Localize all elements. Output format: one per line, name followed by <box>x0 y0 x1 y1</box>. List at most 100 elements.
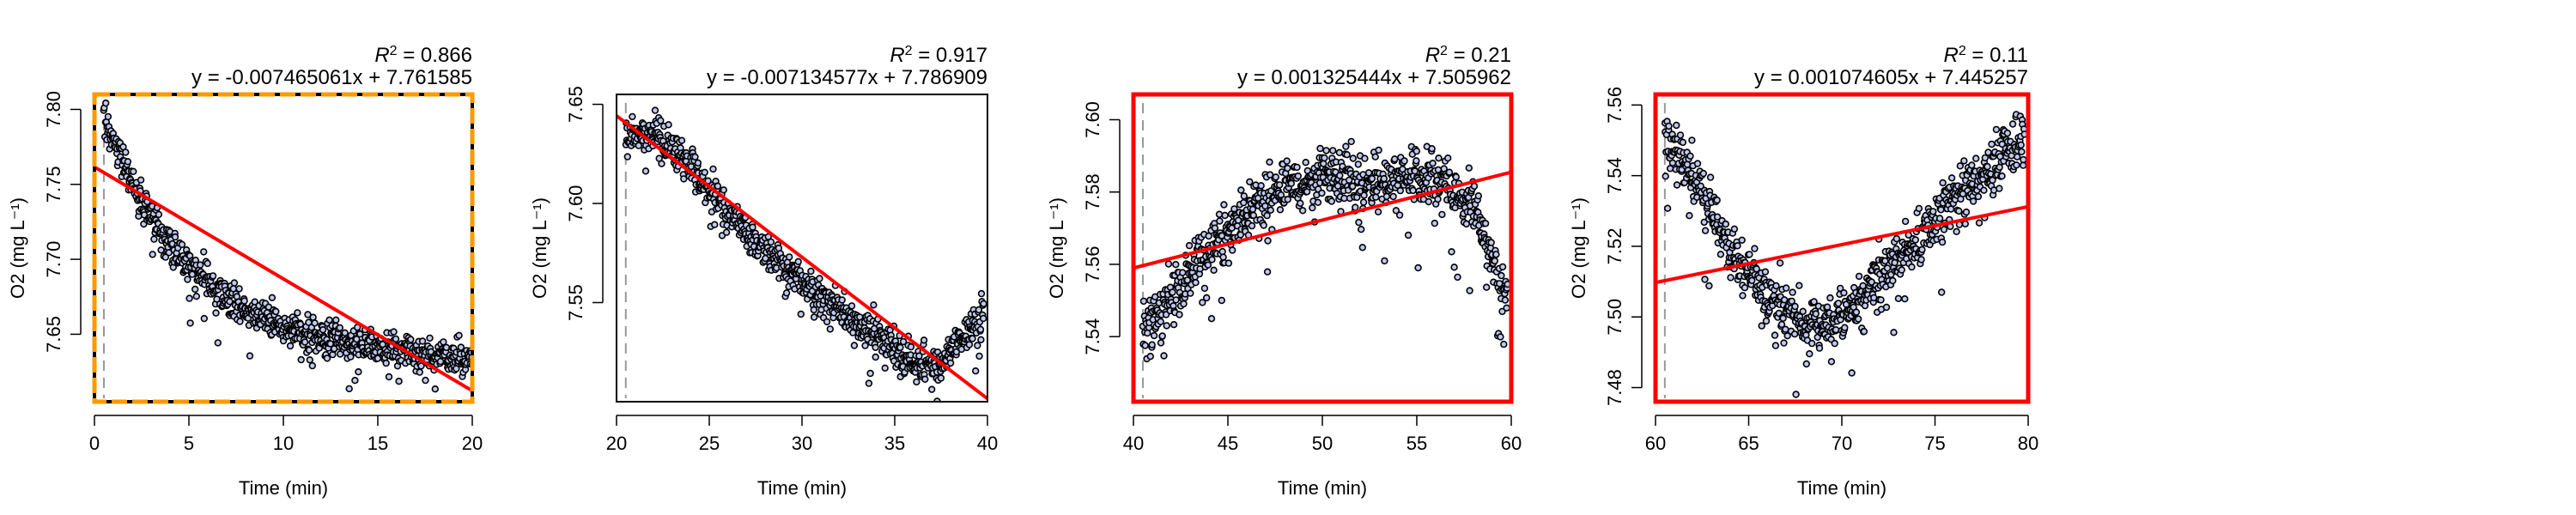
data-point <box>1981 154 1990 162</box>
data-point <box>1164 260 1173 268</box>
data-point <box>1989 176 1996 185</box>
data-point <box>870 301 878 309</box>
data-point <box>1792 391 1800 398</box>
data-point <box>1158 332 1166 340</box>
data-point <box>1739 292 1747 300</box>
data-point <box>1837 284 1844 293</box>
data-point <box>1908 263 1916 271</box>
data-point <box>1276 206 1285 214</box>
data-point <box>1316 144 1324 153</box>
data-point <box>810 306 817 314</box>
data-point <box>311 319 319 327</box>
x-tick-label: 75 <box>1924 433 1945 454</box>
data-point <box>355 368 362 376</box>
y-axis-label: O2 (mg L⁻¹) <box>1568 197 1589 299</box>
data-point <box>1261 202 1269 210</box>
y-axis-label: O2 (mg L⁻¹) <box>529 197 550 299</box>
data-point <box>1474 192 1483 200</box>
data-point <box>1328 147 1337 154</box>
data-point <box>209 272 217 280</box>
data-point <box>197 261 204 269</box>
data-point <box>899 337 908 346</box>
data-point <box>680 175 688 183</box>
data-point <box>186 319 194 327</box>
data-point <box>782 289 791 297</box>
data-point <box>332 316 340 324</box>
data-point <box>1465 164 1473 172</box>
y-tick-label: 7.56 <box>1082 246 1103 283</box>
data-point <box>1701 276 1709 283</box>
data-point <box>865 379 873 387</box>
data-point <box>1302 159 1309 167</box>
data-point <box>1237 186 1245 194</box>
data-point <box>2018 148 2026 156</box>
data-point <box>1389 192 1397 201</box>
data-point <box>711 221 719 228</box>
data-point <box>1961 220 1970 227</box>
data-point <box>797 310 805 318</box>
data-point <box>1343 151 1351 159</box>
data-point <box>896 343 904 352</box>
data-point <box>1208 256 1216 264</box>
data-point <box>641 167 650 175</box>
data-point <box>1179 269 1187 276</box>
data-points <box>100 99 472 412</box>
data-point <box>1693 160 1702 167</box>
x-axis-label: Time (min) <box>757 477 847 499</box>
data-points <box>1139 137 1511 363</box>
data-point <box>1663 204 1672 212</box>
data-point <box>1751 245 1759 252</box>
data-point <box>1937 206 1945 214</box>
data-point <box>1185 241 1194 250</box>
data-point <box>1404 231 1413 239</box>
data-point <box>1349 154 1358 162</box>
y-tick-label: 7.56 <box>1604 87 1625 124</box>
x-tick-label: 60 <box>1645 433 1666 454</box>
data-point <box>1263 211 1271 220</box>
data-point <box>1815 344 1824 352</box>
data-point <box>907 342 915 351</box>
data-point <box>1284 164 1291 173</box>
data-point <box>1826 294 1834 302</box>
data-point <box>1371 153 1379 161</box>
data-point <box>1783 284 1790 292</box>
data-point <box>1210 266 1218 274</box>
data-point <box>1688 136 1696 144</box>
data-point <box>1431 219 1439 227</box>
data-point <box>1918 245 1926 253</box>
data-point <box>691 153 699 161</box>
data-point <box>1939 179 1947 187</box>
data-point <box>1780 339 1788 347</box>
data-point <box>319 326 327 334</box>
regression-line <box>1133 170 1511 270</box>
data-point <box>309 313 317 321</box>
data-point <box>213 295 221 303</box>
data-point <box>1890 329 1898 336</box>
data-point <box>1342 142 1350 150</box>
data-point <box>149 251 156 258</box>
data-point <box>171 233 179 241</box>
data-point <box>1889 276 1897 285</box>
data-point <box>665 121 672 129</box>
data-point <box>1334 182 1342 190</box>
data-point <box>400 406 406 412</box>
data-point <box>325 316 333 324</box>
data-point <box>657 117 665 124</box>
data-point <box>1782 325 1789 333</box>
y-tick-label: 7.55 <box>565 284 586 321</box>
data-point <box>2013 161 2020 169</box>
data-point <box>971 367 980 375</box>
data-point <box>1176 311 1183 318</box>
data-point <box>975 352 983 360</box>
x-tick-label: 50 <box>1312 433 1333 454</box>
data-point <box>345 385 353 393</box>
data-point <box>1163 322 1170 330</box>
data-point <box>305 346 313 354</box>
data-point <box>1357 226 1365 233</box>
data-point <box>1915 204 1923 213</box>
data-point <box>1414 264 1422 272</box>
data-point <box>1160 352 1168 360</box>
data-point <box>1283 157 1291 165</box>
data-point <box>124 158 132 166</box>
data-point <box>921 375 929 383</box>
